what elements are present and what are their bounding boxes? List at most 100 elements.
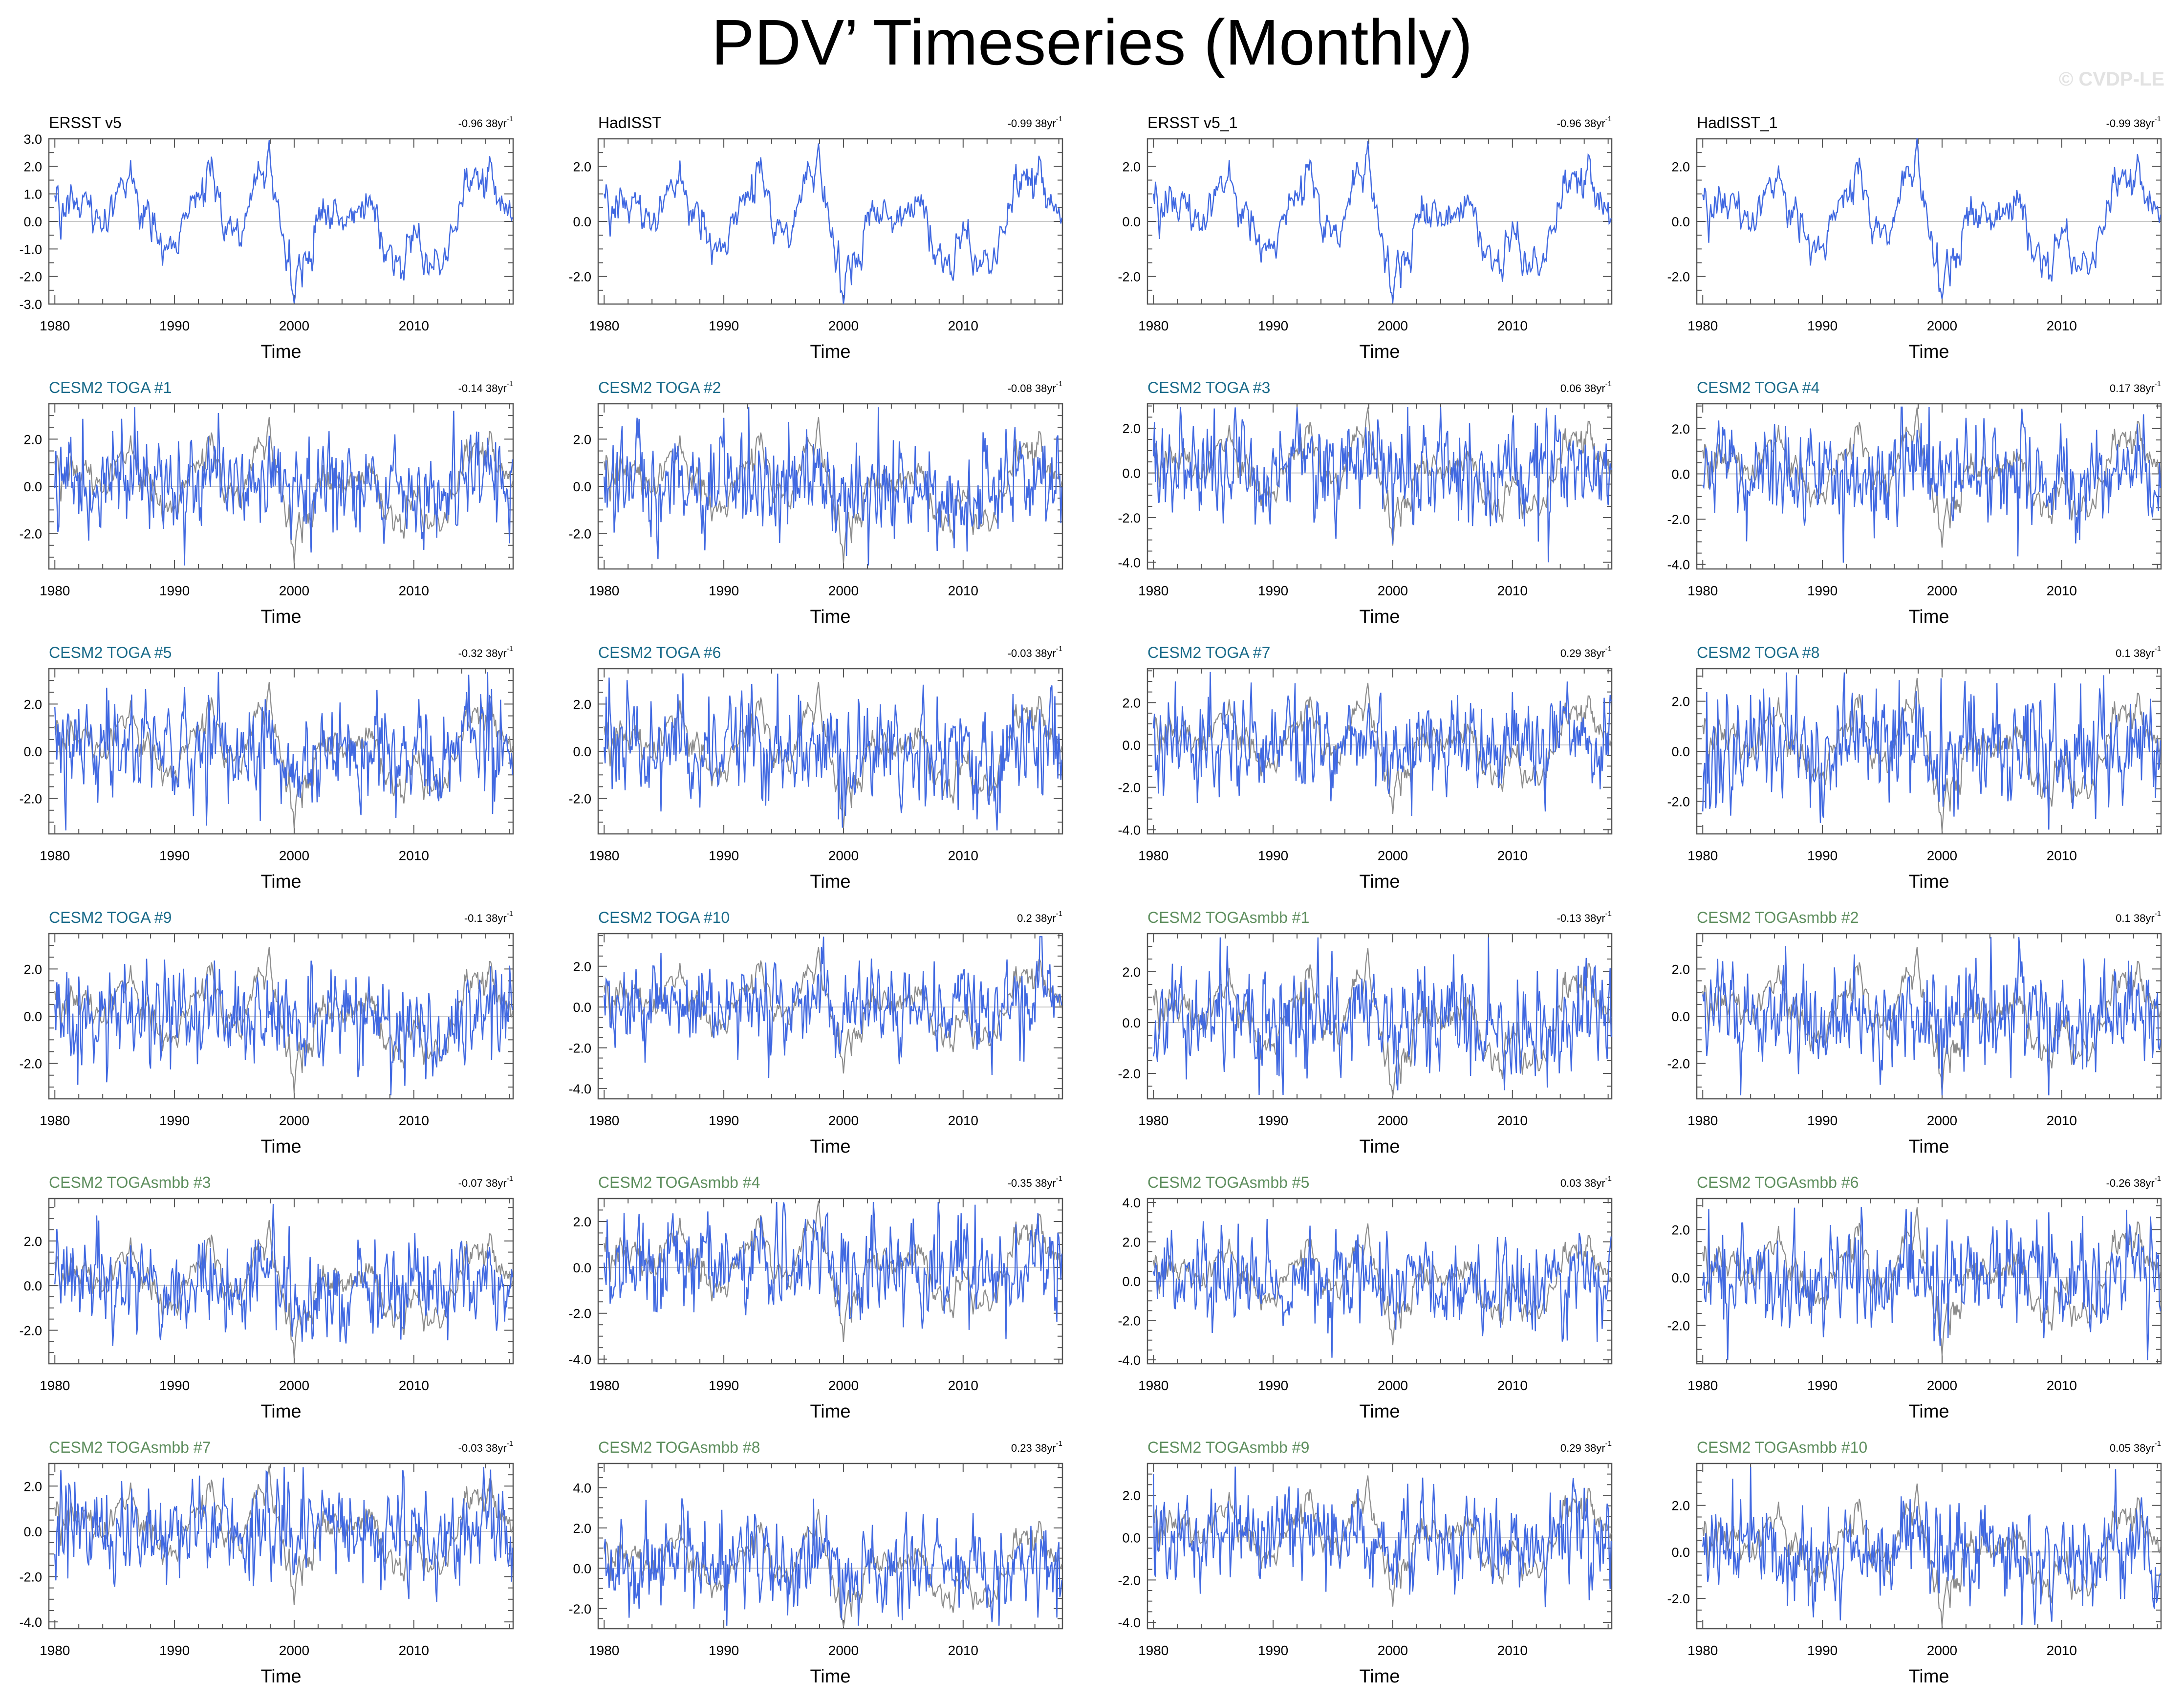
x-tick-label: 2010 xyxy=(948,1643,978,1658)
trend-value: -0.03 38yr xyxy=(1008,647,1056,659)
y-tick-label: 2.0 xyxy=(573,697,591,712)
y-tick-label: -2.0 xyxy=(19,527,42,542)
x-tick-label: 1980 xyxy=(40,1378,70,1393)
x-tick-label: 1980 xyxy=(1687,1643,1718,1658)
y-tick-label: -2.0 xyxy=(1667,1057,1690,1071)
y-tick-label: 0.0 xyxy=(1122,1016,1141,1030)
y-tick-label: 0.0 xyxy=(573,480,591,494)
y-tick-label: -4.0 xyxy=(568,1082,591,1096)
trend-label: -0.07 38yr-1 xyxy=(458,1175,513,1189)
y-tick-label: 2.0 xyxy=(1122,1235,1141,1250)
trend-value: -0.07 38yr xyxy=(458,1177,507,1189)
y-tick-label: 2.0 xyxy=(1671,962,1690,977)
trend-label: -0.14 38yr-1 xyxy=(458,380,513,394)
x-tick-label: 1990 xyxy=(159,1378,190,1393)
trend-value: 0.2 38yr xyxy=(1017,912,1056,924)
observed-series-line xyxy=(1702,407,2161,548)
panel-17: 1980 1990 2000 2010 2.0 0.0 -2.0 Time CESM2 TOGA… xyxy=(19,1174,514,1422)
x-tick-label: 2010 xyxy=(399,583,429,598)
y-tick-label: 0.0 xyxy=(23,1009,42,1024)
panel-title: CESM2 TOGAsmbb #5 xyxy=(1147,1174,1309,1191)
y-tick-label: 0.0 xyxy=(1122,738,1141,753)
member-series-line xyxy=(604,936,1062,1078)
x-tick-label: 1990 xyxy=(1807,1378,1838,1393)
y-tick-label: 0.0 xyxy=(573,215,591,229)
panel-title: CESM2 TOGA #9 xyxy=(49,909,172,926)
x-tick-label: 2000 xyxy=(279,1113,309,1128)
trend-exponent: -1 xyxy=(507,1175,513,1183)
x-tick-label: 1990 xyxy=(1807,583,1838,598)
x-tick-label: 2010 xyxy=(948,318,978,333)
x-tick-label: 2000 xyxy=(1378,1643,1408,1658)
y-tick-label: -2.0 xyxy=(19,792,42,807)
y-tick-label: 0.0 xyxy=(1122,466,1141,481)
y-tick-label: -2.0 xyxy=(1118,1313,1141,1328)
x-tick-label: 1990 xyxy=(1258,583,1288,598)
trend-label: 0.17 38yr-1 xyxy=(2110,380,2161,394)
panel-21: 1980 1990 2000 2010 2.0 0.0 -2.0 -4.0 Time CESM2 … xyxy=(19,1439,514,1687)
member-series-line xyxy=(54,959,513,1095)
trend-label: -0.1 38yr-1 xyxy=(464,910,513,924)
x-tick-label: 1980 xyxy=(1138,583,1168,598)
panel-title: ERSST v5_1 xyxy=(1147,114,1237,131)
observed-series-line xyxy=(54,1220,513,1358)
copyright-label: © CVDP-LE xyxy=(2058,68,2164,90)
y-tick-label: -2.0 xyxy=(1118,781,1141,795)
y-tick-label: -2.0 xyxy=(19,1057,42,1071)
y-tick-label: 2.0 xyxy=(23,1234,42,1249)
member-series-line xyxy=(1702,406,2161,563)
x-tick-label: 2000 xyxy=(1927,1113,1957,1128)
trend-value: 0.1 38yr xyxy=(2116,912,2155,924)
panel-8: 1980 1990 2000 2010 2.0 0.0 -2.0 -4.0 Time CESM2 … xyxy=(1667,379,2162,627)
y-tick-label: 0.0 xyxy=(23,1525,42,1539)
panel-19: 1980 1990 2000 2010 4.0 2.0 0.0 -2.0 -4.0 Time CES… xyxy=(1118,1174,1613,1422)
x-tick-label: 1980 xyxy=(1687,318,1718,333)
y-tick-label: 2.0 xyxy=(1122,965,1141,980)
x-axis-label: Time xyxy=(810,872,850,892)
y-tick-label: 0.0 xyxy=(1122,1531,1141,1546)
x-tick-label: 1980 xyxy=(1687,1378,1718,1393)
x-tick-label: 2010 xyxy=(948,1378,978,1393)
y-tick-label: 0.0 xyxy=(23,1279,42,1293)
x-tick-label: 2000 xyxy=(1378,1113,1408,1128)
x-tick-label: 2010 xyxy=(2047,1378,2077,1393)
x-axis-label: Time xyxy=(260,607,301,627)
trend-exponent: -1 xyxy=(1056,115,1062,123)
trend-exponent: -1 xyxy=(1605,380,1612,388)
y-tick-label: -2.0 xyxy=(19,1570,42,1585)
y-tick-label: 0.0 xyxy=(23,215,42,229)
y-tick-label: -4.0 xyxy=(1118,1353,1141,1368)
trend-label: 0.29 38yr-1 xyxy=(1560,645,1612,659)
x-axis-label: Time xyxy=(1908,607,1949,627)
y-tick-label: 0.0 xyxy=(23,744,42,759)
y-tick-label: 2.0 xyxy=(573,159,591,174)
trend-exponent: -1 xyxy=(2155,380,2161,388)
y-tick-label: 0.0 xyxy=(1671,1009,1690,1024)
x-tick-label: 1990 xyxy=(159,1113,190,1128)
panel-title: CESM2 TOGA #2 xyxy=(598,379,721,396)
panel-title: CESM2 TOGA #3 xyxy=(1147,379,1270,396)
x-tick-label: 1980 xyxy=(589,583,619,598)
y-tick-label: 2.0 xyxy=(1122,159,1141,174)
x-tick-label: 2000 xyxy=(1378,583,1408,598)
trend-label: -0.26 38yr-1 xyxy=(2106,1175,2161,1189)
trend-value: 0.1 38yr xyxy=(2116,647,2155,659)
trend-label: 0.03 38yr-1 xyxy=(1560,1175,1612,1189)
trend-exponent: -1 xyxy=(507,1440,513,1448)
trend-exponent: -1 xyxy=(507,645,513,653)
x-tick-label: 2000 xyxy=(279,318,309,333)
x-tick-label: 1990 xyxy=(1258,1643,1288,1658)
y-tick-label: 2.0 xyxy=(1122,1488,1141,1503)
trend-label: 0.1 38yr-1 xyxy=(2116,645,2161,659)
trend-exponent: -1 xyxy=(1605,1175,1612,1183)
x-axis-label: Time xyxy=(260,872,301,892)
x-tick-label: 1990 xyxy=(709,583,739,598)
member-series-line xyxy=(1702,672,2161,830)
observed-series-line xyxy=(604,1200,1062,1342)
y-tick-label: 0.0 xyxy=(573,744,591,759)
panel-6: 1980 1990 2000 2010 2.0 0.0 -2.0 Time CESM2 TOGA… xyxy=(568,379,1063,627)
y-tick-label: -2.0 xyxy=(1667,512,1690,527)
x-tick-label: 2010 xyxy=(399,1643,429,1658)
panel-23: 1980 1990 2000 2010 2.0 0.0 -2.0 -4.0 Time CESM2 … xyxy=(1118,1439,1613,1687)
x-tick-label: 1990 xyxy=(709,1643,739,1658)
